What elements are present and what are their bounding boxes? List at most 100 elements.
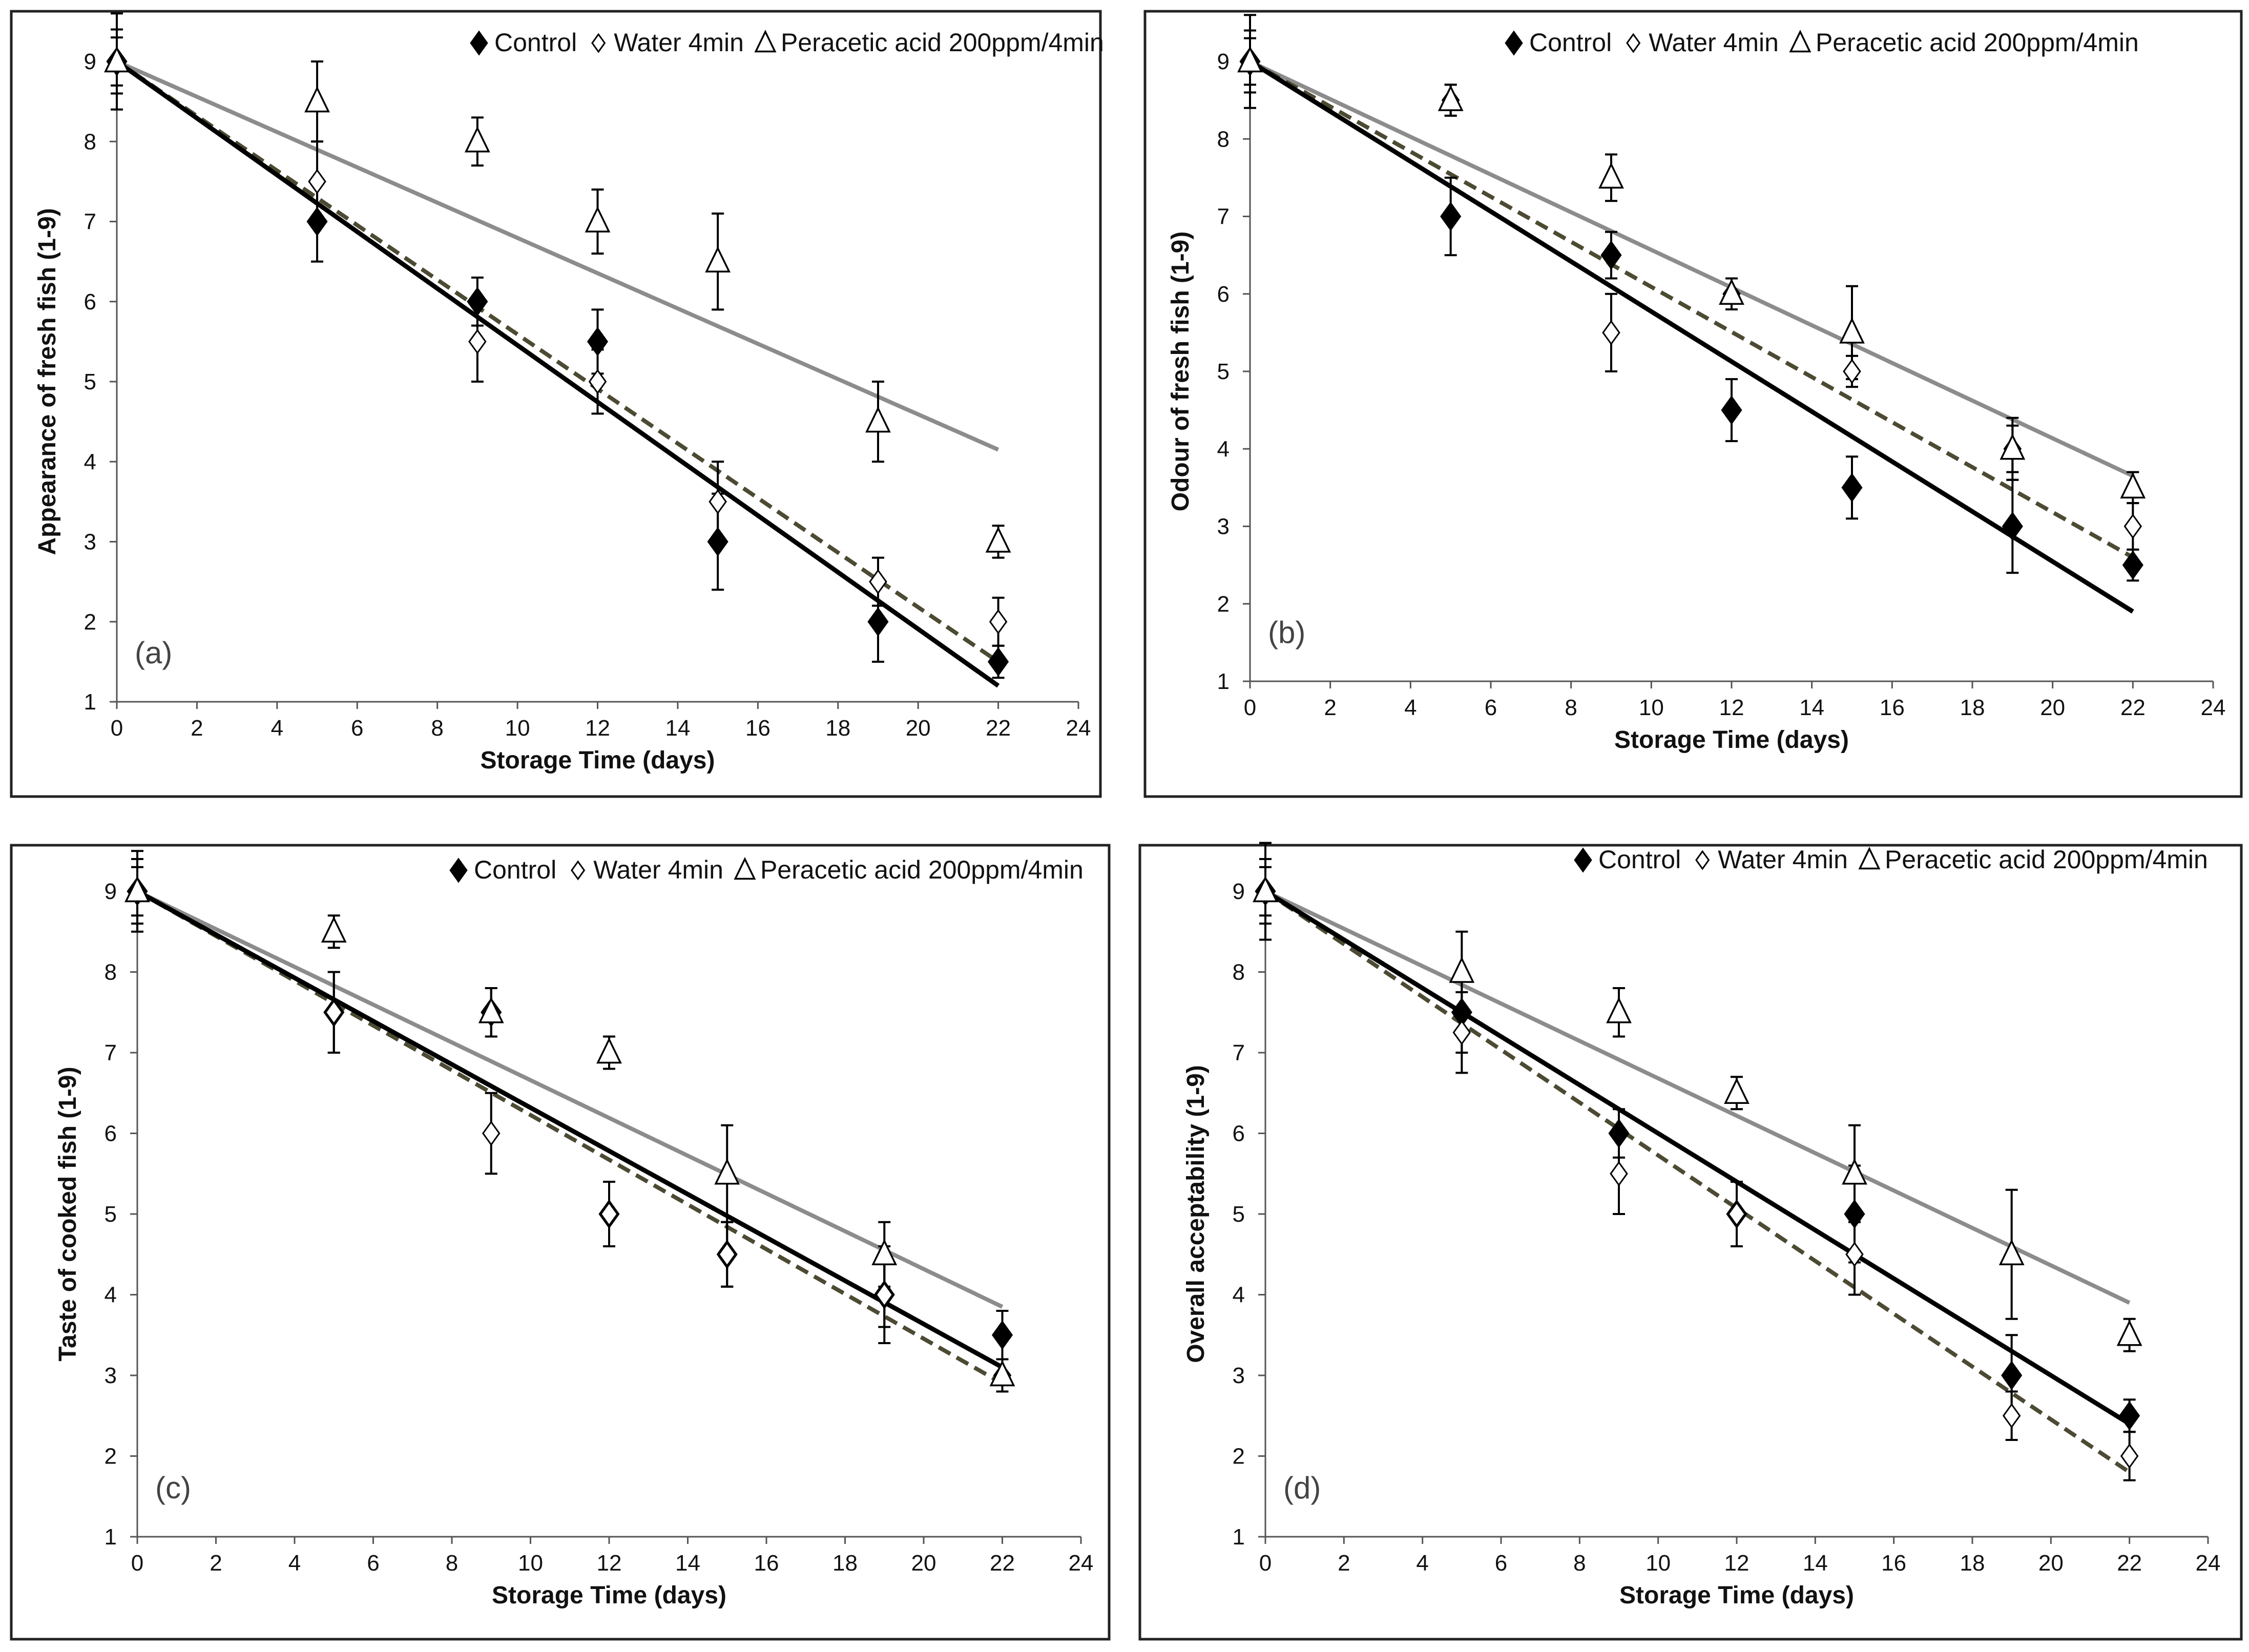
data-point-control xyxy=(306,206,328,237)
x-tick-label: 8 xyxy=(431,716,443,741)
x-axis-title: Storage Time (days) xyxy=(481,747,715,774)
data-point-paa xyxy=(1449,956,1475,983)
y-tick-label: 5 xyxy=(84,369,96,394)
x-axis-title: Storage Time (days) xyxy=(492,1582,726,1609)
legend-label-paa: Peracetic acid 200ppm/4min xyxy=(1816,28,2139,57)
y-tick-label: 8 xyxy=(1217,127,1230,152)
x-tick-label: 4 xyxy=(1404,695,1417,720)
data-point-paa xyxy=(2120,472,2146,499)
trend-line-water xyxy=(1264,889,2131,1474)
y-tick-label: 9 xyxy=(84,49,96,74)
data-point-water xyxy=(468,329,487,354)
legend-label-water: Water 4min xyxy=(614,28,744,57)
data-point-control xyxy=(867,607,889,637)
y-tick-label: 8 xyxy=(84,129,96,154)
y-tick-label: 8 xyxy=(1233,960,1245,985)
x-tick-label: 8 xyxy=(446,1551,458,1576)
y-tick-label: 4 xyxy=(105,1283,117,1308)
y-axis-title: Taste of cooked fish (1-9) xyxy=(54,1067,81,1361)
legend-label-control: Control xyxy=(1529,28,1612,57)
x-axis-title: Storage Time (days) xyxy=(1614,726,1849,754)
x-tick-label: 0 xyxy=(1244,695,1256,720)
legend-label-paa: Peracetic acid 200ppm/4min xyxy=(781,28,1104,57)
y-tick-label: 2 xyxy=(84,610,96,635)
x-tick-label: 16 xyxy=(745,716,771,741)
y-tick-label: 9 xyxy=(105,879,117,904)
x-tick-label: 2 xyxy=(1324,695,1336,720)
markers-paa xyxy=(1253,875,2142,1346)
y-tick-label: 4 xyxy=(1233,1283,1245,1308)
data-point-water xyxy=(1727,1201,1746,1227)
trend-line-control xyxy=(136,889,1004,1370)
y-tick-label: 6 xyxy=(1233,1121,1245,1146)
x-tick-label: 20 xyxy=(911,1551,936,1576)
legend: Control Water 4min Peracetic acid 200ppm/4… xyxy=(1574,845,2208,874)
legend-marker-paa xyxy=(754,29,777,53)
data-point-water xyxy=(588,369,607,394)
data-point-control xyxy=(1841,473,1863,503)
markers-paa xyxy=(104,46,1011,553)
legend: Control Water 4min Peracetic acid 200ppm/4… xyxy=(1505,28,2139,57)
data-point-paa xyxy=(1237,46,1263,73)
x-tick-label: 24 xyxy=(1066,716,1091,741)
data-point-water xyxy=(709,489,727,515)
panel-label: (a) xyxy=(135,636,172,670)
data-point-paa xyxy=(1253,875,1278,903)
data-point-paa xyxy=(464,126,490,153)
data-point-paa xyxy=(865,406,891,433)
x-tick-label: 0 xyxy=(131,1551,143,1576)
y-tick-label: 3 xyxy=(105,1363,117,1388)
x-tick-label: 2 xyxy=(210,1551,222,1576)
x-tick-label: 4 xyxy=(271,716,283,741)
legend-label-control: Control xyxy=(1598,845,1681,874)
panel-frame xyxy=(10,10,1102,798)
y-tick-label: 6 xyxy=(105,1121,117,1146)
x-tick-label: 10 xyxy=(1646,1551,1671,1576)
data-point-water xyxy=(1843,359,1861,384)
data-point-paa xyxy=(1606,997,1632,1023)
x-tick-label: 0 xyxy=(111,716,123,741)
data-point-water xyxy=(600,1201,618,1227)
data-point-paa xyxy=(1438,85,1464,111)
data-point-paa xyxy=(2000,433,2026,460)
y-tick-label: 6 xyxy=(84,289,96,315)
x-tick-label: 4 xyxy=(1416,1551,1428,1576)
data-point-paa xyxy=(585,206,611,233)
y-tick-label: 3 xyxy=(1233,1363,1245,1388)
y-tick-label: 1 xyxy=(84,689,96,715)
legend-label-water: Water 4min xyxy=(1649,28,1779,57)
data-point-paa xyxy=(596,1037,622,1064)
data-point-water xyxy=(989,609,1008,635)
data-point-water xyxy=(2123,513,2142,539)
y-tick-label: 1 xyxy=(1217,669,1230,694)
data-point-paa xyxy=(985,526,1011,553)
x-tick-label: 16 xyxy=(1881,1551,1906,1576)
data-point-water xyxy=(869,569,887,595)
x-tick-label: 24 xyxy=(2196,1551,2221,1576)
y-tick-label: 6 xyxy=(1217,282,1230,307)
y-tick-label: 8 xyxy=(105,960,117,985)
data-point-water xyxy=(308,169,326,195)
data-point-paa xyxy=(1719,278,1744,305)
trend-line-paa xyxy=(1249,59,2134,478)
x-tick-label: 14 xyxy=(665,716,690,741)
y-tick-label: 2 xyxy=(105,1444,117,1469)
x-tick-label: 4 xyxy=(288,1551,301,1576)
y-tick-label: 4 xyxy=(1217,436,1230,462)
panel-frame xyxy=(10,844,1111,1641)
data-point-control xyxy=(467,287,488,317)
data-point-paa xyxy=(705,246,731,273)
x-tick-label: 2 xyxy=(1338,1551,1350,1576)
legend-label-paa: Peracetic acid 200ppm/4min xyxy=(1885,845,2208,874)
data-point-water xyxy=(718,1242,737,1267)
legend-label-paa: Peracetic acid 200ppm/4min xyxy=(760,855,1084,884)
markers-water xyxy=(1256,879,2139,1469)
legend-marker-water xyxy=(591,33,606,53)
x-tick-label: 24 xyxy=(2201,695,2226,720)
x-tick-label: 16 xyxy=(1880,695,1905,720)
x-tick-label: 22 xyxy=(2120,695,2146,720)
legend-marker-water xyxy=(571,860,586,881)
data-point-water xyxy=(1602,320,1620,346)
data-point-paa xyxy=(1598,162,1624,189)
data-point-paa xyxy=(304,86,330,113)
